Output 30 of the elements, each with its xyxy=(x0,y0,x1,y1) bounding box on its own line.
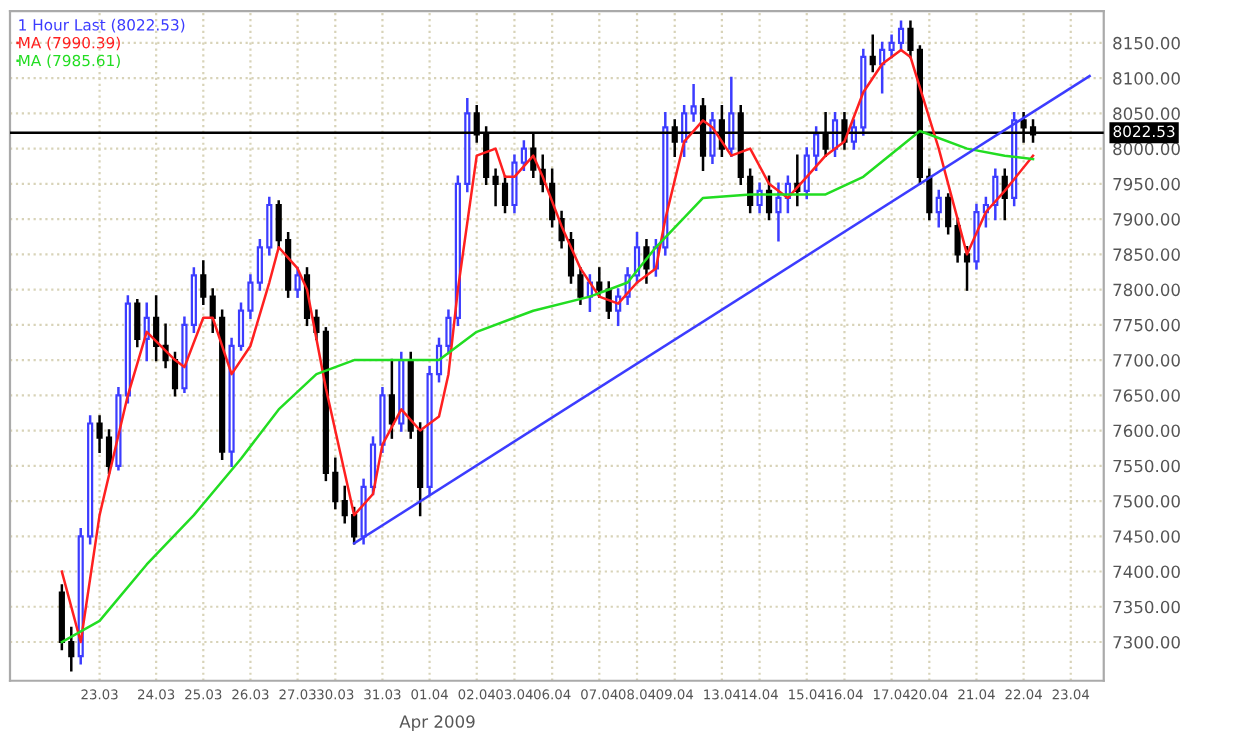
y-tick-label: 7650.00 xyxy=(1113,389,1180,402)
y-tick-label: 7550.00 xyxy=(1113,459,1180,473)
candlestick xyxy=(935,189,942,228)
candlestick xyxy=(728,76,735,157)
y-tick-label: 7500.00 xyxy=(1113,494,1180,508)
y-tick-label: 8150.00 xyxy=(1113,36,1180,50)
candlestick xyxy=(596,267,603,298)
text: Apr 2009 xyxy=(399,715,475,732)
y-tick-label: 7900.00 xyxy=(1113,213,1180,226)
candlestick xyxy=(690,83,697,122)
y-tick-label: 7700.00 xyxy=(1113,354,1180,367)
y-tick-label: 7350.00 xyxy=(1113,600,1180,614)
y-tick-label: 8100.00 xyxy=(1113,72,1180,85)
y-tick-label: 7600.00 xyxy=(1113,424,1180,438)
y-tick-label: 8050.00 xyxy=(1113,107,1180,120)
candlestick xyxy=(897,20,905,52)
y-tick-label: 7450.00 xyxy=(1113,530,1180,543)
y-tick-label: 7750.00 xyxy=(1113,318,1180,332)
candlestick xyxy=(134,298,141,348)
candlestick xyxy=(869,34,876,73)
candlestick xyxy=(945,193,952,235)
y-tick-label: 7850.00 xyxy=(1113,248,1180,261)
y-tick-label: 7950.00 xyxy=(1113,177,1180,191)
y-tick-label: 8000.00 xyxy=(1113,142,1180,156)
candlestick xyxy=(200,260,207,305)
y-tick-label: 7800.00 xyxy=(1113,283,1180,297)
candlestick xyxy=(388,358,395,439)
candlestick xyxy=(294,267,301,298)
y-tick-label: 7400.00 xyxy=(1113,565,1180,579)
y-tick-label: 7300.00 xyxy=(1113,635,1180,649)
